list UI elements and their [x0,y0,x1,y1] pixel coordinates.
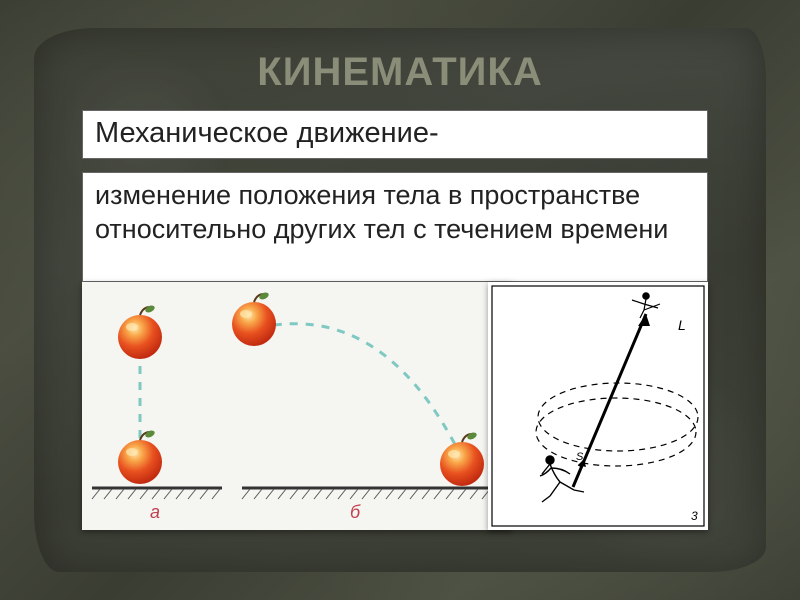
figure-number: 3 [691,509,698,523]
path-label-S: S [576,451,584,463]
figure-skater: L S 3 [488,282,708,530]
apple-icon [118,304,162,359]
figure-label-b: б [350,502,361,522]
term-box: Механическое движение- [82,110,708,159]
apple-icon [232,291,276,346]
vector-label-L: L [678,317,686,333]
ground-b [242,488,502,499]
definition-box: изменение положения тела в пространстве … [82,172,708,282]
figure-label-a: а [150,502,160,522]
slide-surface: КИНЕМАТИКА Механическое движение- измене… [34,28,766,572]
trajectory-b [258,324,460,454]
slide-title: КИНЕМАТИКА [34,50,766,95]
figure-apples: а б [82,282,512,530]
apple-icon [440,431,484,486]
ground-a [92,488,222,499]
